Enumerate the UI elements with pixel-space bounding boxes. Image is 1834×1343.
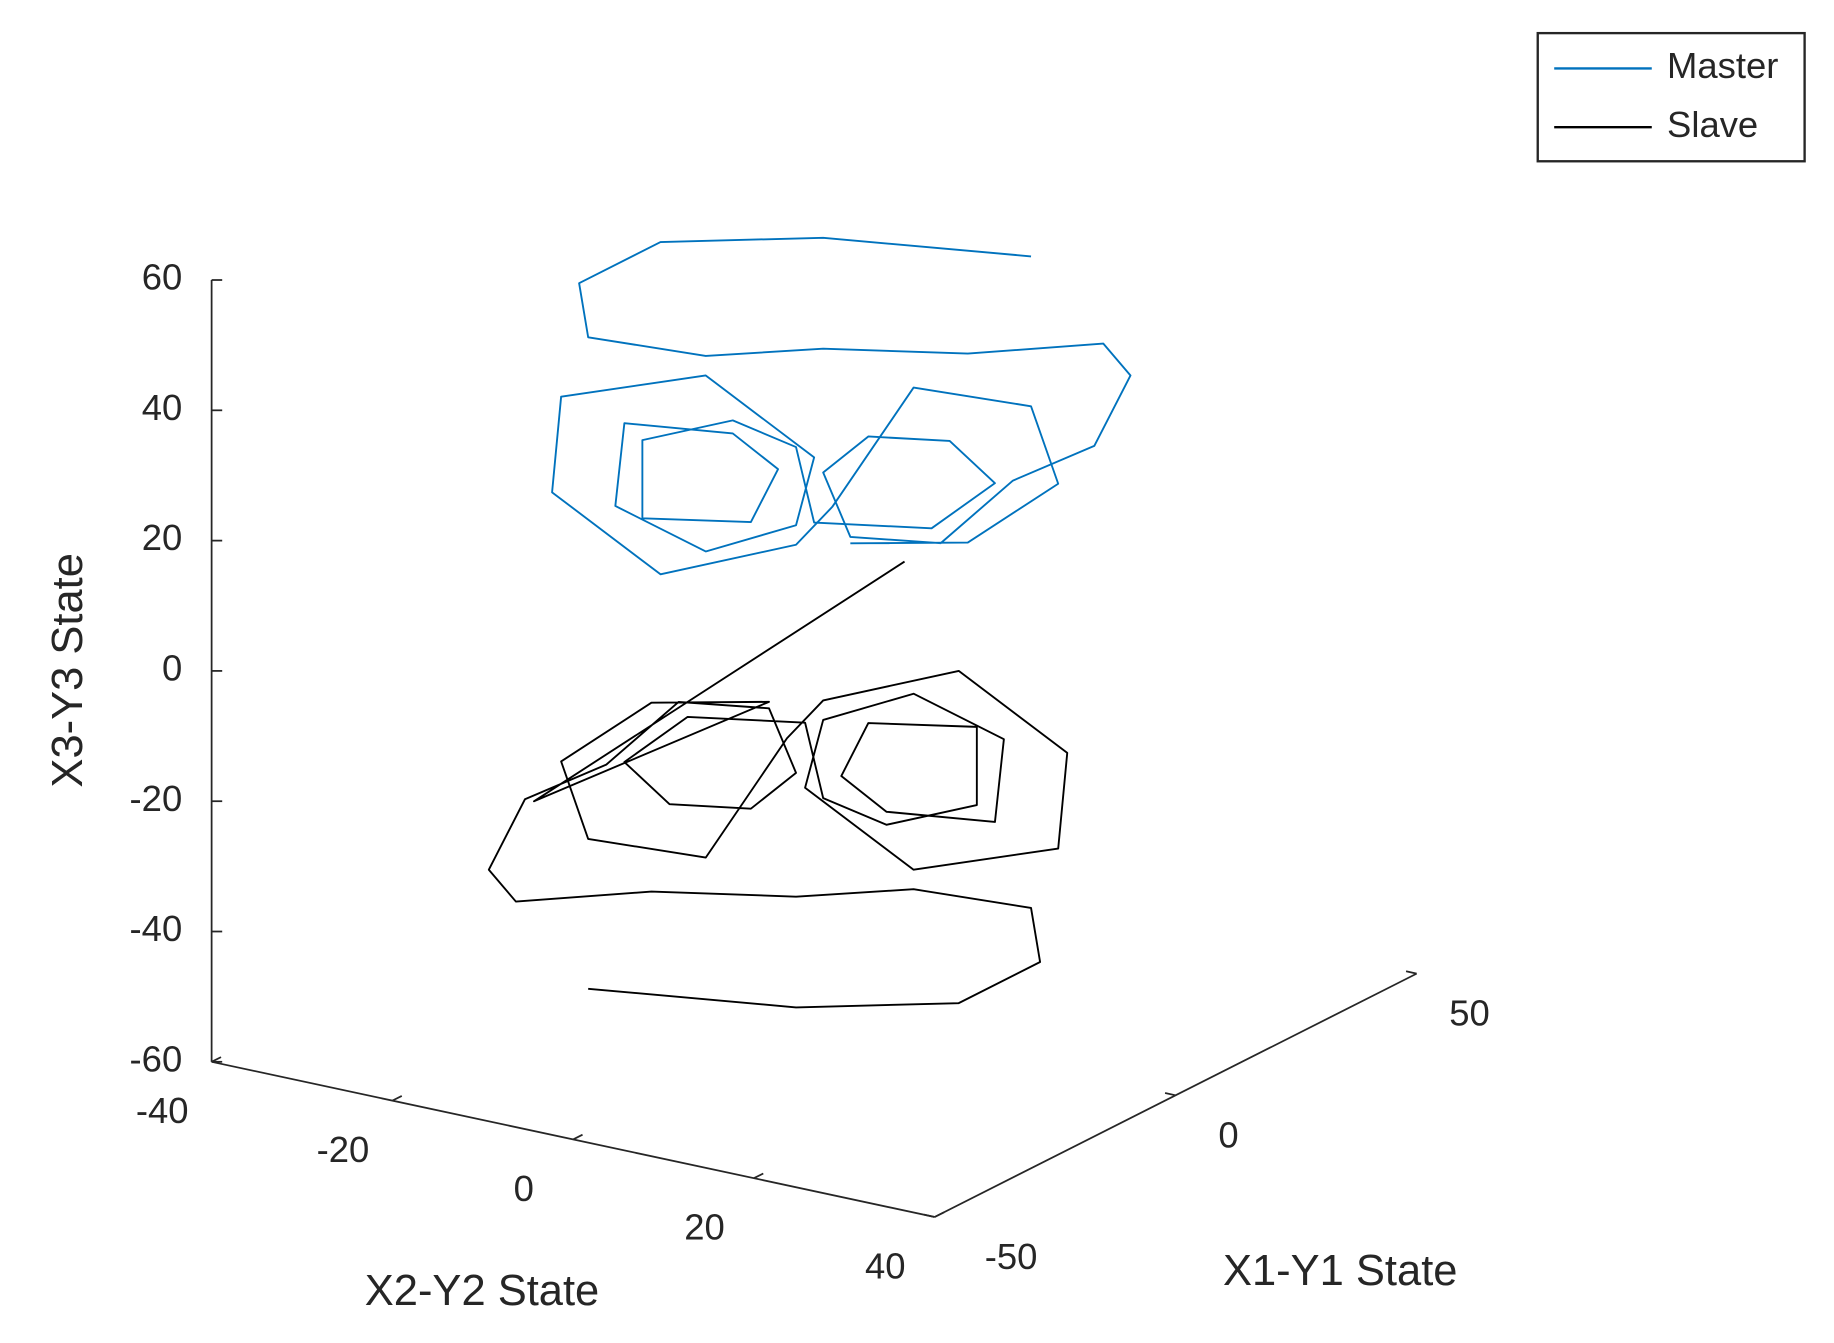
series-line	[487, 560, 1069, 1009]
x-tick	[1405, 970, 1417, 975]
z-tick-label: -40	[130, 908, 183, 949]
y-tick	[211, 1056, 222, 1063]
x-axis	[934, 972, 1418, 1218]
y-tick	[391, 1095, 403, 1102]
legend-label: Slave	[1667, 104, 1758, 145]
series-line	[551, 236, 1132, 576]
x-tick-label: -50	[985, 1236, 1038, 1277]
z-tick-label: -60	[130, 1038, 183, 1079]
z-tick-label: 60	[142, 257, 183, 298]
y-tick-label: 20	[684, 1207, 725, 1248]
y-tick-label: 40	[865, 1245, 906, 1286]
z-tick-label: 0	[162, 648, 182, 689]
legend-box	[1536, 31, 1806, 163]
z-tick-label: -20	[130, 778, 183, 819]
z-tick-label: 20	[142, 517, 183, 558]
z-axis-label: X3-Y3 State	[44, 553, 92, 787]
x-tick	[1164, 1092, 1176, 1097]
y-tick-label: 0	[514, 1168, 534, 1209]
x-tick-label: 50	[1449, 993, 1490, 1034]
y-tick	[934, 1211, 945, 1218]
x-axis-label: X1-Y1 State	[1223, 1247, 1457, 1295]
x-tick-label: 0	[1218, 1114, 1238, 1155]
y-axis-label: X2-Y2 State	[365, 1267, 599, 1315]
y-tick	[753, 1172, 764, 1179]
legend-label: Master	[1667, 45, 1778, 86]
z-tick-label: 40	[142, 387, 183, 428]
y-tick-label: -20	[317, 1129, 370, 1170]
y-tick-label: -40	[136, 1090, 189, 1131]
y-tick	[572, 1133, 583, 1141]
x-tick	[923, 1213, 935, 1218]
